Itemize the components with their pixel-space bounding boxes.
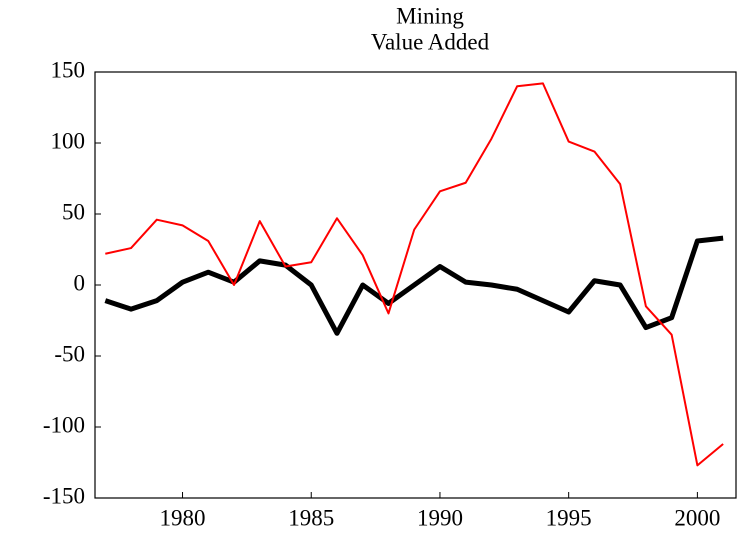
series-line: [105, 82, 724, 467]
y-tick-label: 150: [51, 57, 86, 82]
x-tick-label: 1990: [417, 505, 463, 530]
x-tick-label: 1980: [160, 505, 206, 530]
y-tick-label: -100: [43, 412, 85, 437]
x-tick-label: 1995: [546, 505, 592, 530]
y-tick-label: 0: [74, 270, 86, 295]
y-tick-label: -150: [43, 483, 85, 508]
chart-title: Mining: [396, 3, 464, 28]
chart-subtitle: Value Added: [371, 29, 490, 54]
y-tick-label: -50: [54, 341, 85, 366]
y-tick-label: 100: [51, 128, 86, 153]
y-tick-label: 50: [62, 199, 85, 224]
series-line: [104, 235, 724, 336]
x-tick-label: 2000: [674, 505, 720, 530]
x-tick-label: 1985: [288, 505, 334, 530]
